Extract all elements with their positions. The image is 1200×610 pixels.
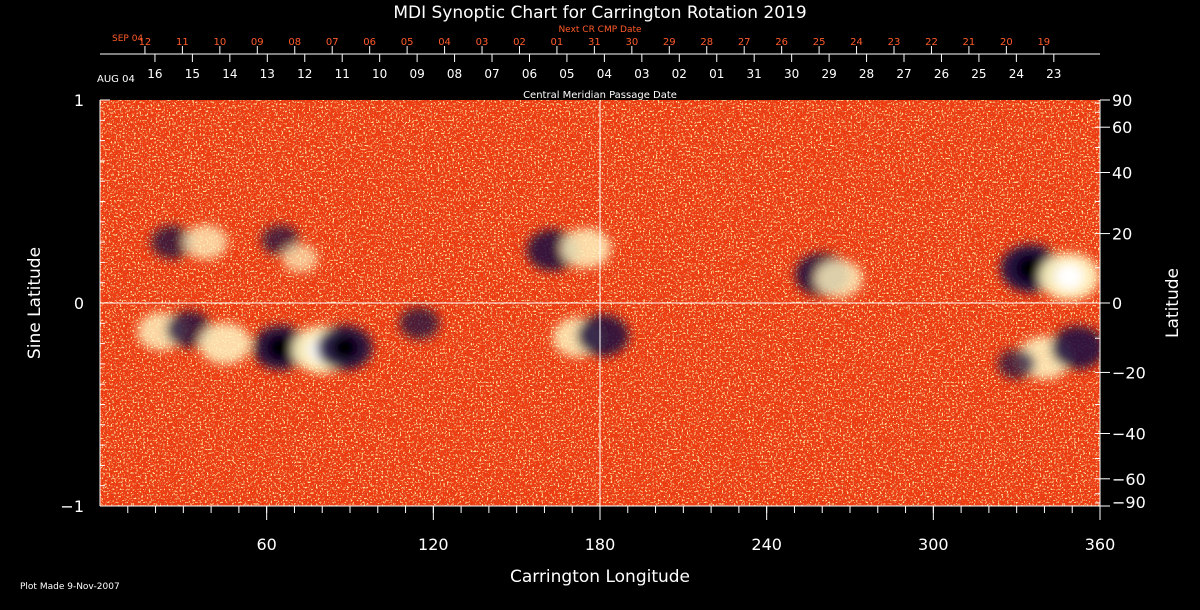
date-tick-label: 11 <box>335 67 350 81</box>
date-tick-label: 04 <box>597 67 612 81</box>
date-tick-label: 20 <box>1000 37 1013 48</box>
date-tick-label: 10 <box>213 37 226 48</box>
positive-polarity-region <box>282 243 318 273</box>
date-tick-label: 27 <box>896 67 911 81</box>
date-tick-label: 25 <box>813 37 826 48</box>
next-cmp-start-label: SEP 04 <box>112 34 143 44</box>
date-tick-label: 05 <box>401 37 414 48</box>
date-tick-label: 04 <box>438 37 451 48</box>
chart-title: MDI Synoptic Chart for Carrington Rotati… <box>393 3 806 23</box>
positive-polarity-region <box>561 228 612 269</box>
date-tick-label: 09 <box>251 37 264 48</box>
date-tick-label: 29 <box>821 67 836 81</box>
positive-polarity-region <box>814 259 863 298</box>
date-tick-label: 08 <box>288 37 301 48</box>
date-tick-label: 28 <box>859 67 874 81</box>
x-tick-label: 240 <box>751 535 782 554</box>
current-cmp-start-label: AUG 04 <box>97 74 135 85</box>
y-right-tick-label: −20 <box>1112 363 1146 382</box>
negative-polarity-core <box>1016 255 1045 282</box>
date-tick-label: 15 <box>185 67 200 81</box>
negative-polarity-core <box>267 335 294 360</box>
date-tick-label: 27 <box>738 37 751 48</box>
date-tick-label: 02 <box>672 67 687 81</box>
negative-polarity-region <box>151 225 194 259</box>
x-tick-label: 120 <box>418 535 449 554</box>
y-right-tick-label: 60 <box>1112 118 1132 137</box>
date-tick-label: 14 <box>222 67 237 81</box>
current-cmp-axis-title: Central Meridian Passage Date <box>523 90 677 101</box>
x-axis-label: Carrington Longitude <box>510 567 690 587</box>
negative-polarity-region <box>997 348 1036 380</box>
x-tick-label: 360 <box>1085 535 1116 554</box>
next-cmp-axis-title: Next CR CMP Date <box>558 25 642 35</box>
date-tick-label: 28 <box>700 37 713 48</box>
date-tick-label: 01 <box>709 67 724 81</box>
negative-polarity-region <box>1050 326 1100 370</box>
date-tick-label: 21 <box>963 37 976 48</box>
date-tick-label: 23 <box>888 37 901 48</box>
y-right-tick-label: −90 <box>1112 493 1146 512</box>
y-right-tick-label: 20 <box>1112 225 1132 244</box>
date-tick-label: 03 <box>476 37 489 48</box>
date-tick-label: 29 <box>663 37 676 48</box>
date-tick-label: 19 <box>1037 37 1050 48</box>
y-axis-label-right: Latitude <box>1163 268 1183 338</box>
date-tick-label: 03 <box>634 67 649 81</box>
y-right-tick-label: 40 <box>1112 164 1132 183</box>
negative-polarity-region <box>576 314 629 357</box>
date-tick-label: 16 <box>147 67 162 81</box>
y-left-tick-label: −1 <box>60 497 84 516</box>
date-tick-label: 06 <box>522 67 537 81</box>
y-right-tick-label: −40 <box>1112 424 1146 443</box>
y-right-tick-label: 0 <box>1112 294 1122 313</box>
plot-made-note: Plot Made 9-Nov-2007 <box>20 582 120 592</box>
date-tick-label: 24 <box>850 37 863 48</box>
date-tick-label: 25 <box>971 67 986 81</box>
date-tick-label: 02 <box>513 37 526 48</box>
date-tick-label: 31 <box>588 37 601 48</box>
date-tick-label: 08 <box>447 67 462 81</box>
y-right-tick-label: −60 <box>1112 470 1146 489</box>
negative-polarity-region <box>399 307 440 340</box>
x-tick-label: 60 <box>256 535 276 554</box>
y-axis-label-left: Sine Latitude <box>25 247 45 359</box>
date-tick-label: 10 <box>372 67 387 81</box>
positive-polarity-core <box>1055 263 1084 290</box>
date-tick-label: 07 <box>326 37 339 48</box>
date-tick-label: 06 <box>363 37 376 48</box>
date-tick-label: 07 <box>484 67 499 81</box>
current-cmp-date-axis: AUG 04 16 15 14 13 12 11 10 09 08 07 06 05 04 03 02 01 3… <box>97 54 1061 101</box>
y-left-tick-label: 0 <box>74 294 84 313</box>
date-tick-label: 23 <box>1046 67 1061 81</box>
negative-polarity-core <box>331 335 358 360</box>
date-tick-label: 30 <box>784 67 799 81</box>
date-tick-label: 09 <box>409 67 424 81</box>
positive-polarity-region <box>183 224 228 260</box>
y-right-tick-label: 90 <box>1112 91 1132 110</box>
next-cmp-date-axis: Next CR CMP Date SEP 04 12 11 10 09 08 07 06 05… <box>100 25 1100 55</box>
x-tick-label: 180 <box>585 535 616 554</box>
date-tick-label: 12 <box>297 67 312 81</box>
date-tick-label: 26 <box>934 67 949 81</box>
date-tick-label: 31 <box>747 67 762 81</box>
date-tick-label: 30 <box>625 37 638 48</box>
date-tick-label: 01 <box>551 37 564 48</box>
date-tick-label: 22 <box>925 37 938 48</box>
date-tick-label: 26 <box>775 37 788 48</box>
date-tick-label: 13 <box>260 67 275 81</box>
date-tick-label: 12 <box>139 37 152 48</box>
y-left-tick-label: 1 <box>74 91 84 110</box>
date-tick-label: 05 <box>559 67 574 81</box>
x-tick-label: 300 <box>918 535 949 554</box>
positive-polarity-region <box>199 322 251 365</box>
date-tick-label: 24 <box>1009 67 1024 81</box>
date-tick-label: 11 <box>176 37 189 48</box>
